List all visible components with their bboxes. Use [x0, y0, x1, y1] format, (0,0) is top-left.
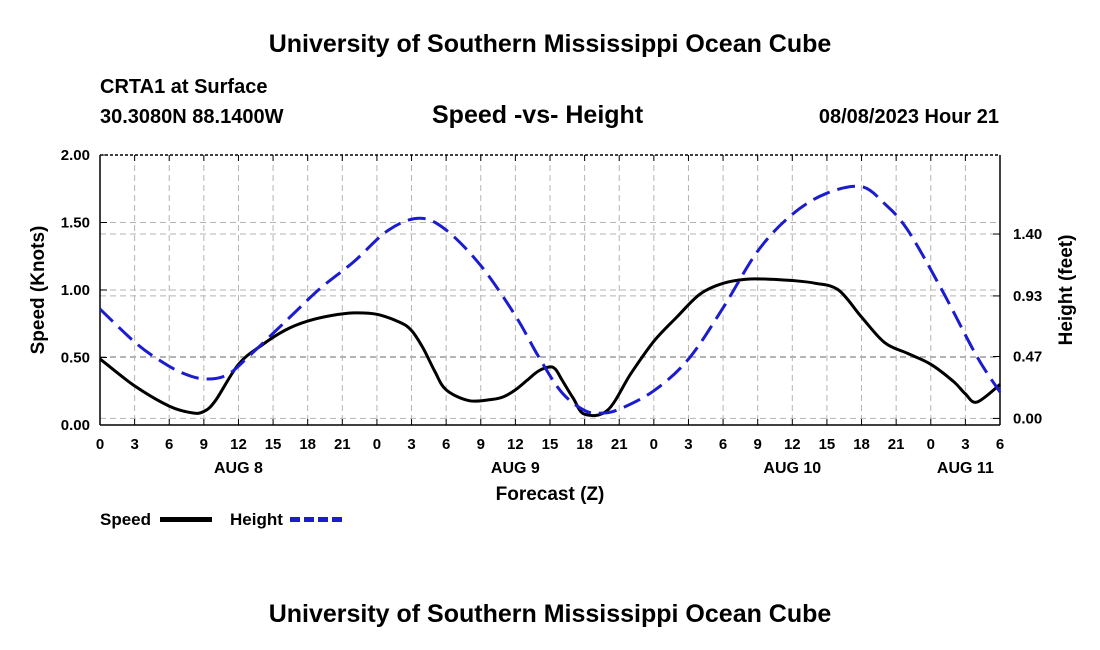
- x-tick-label: 6: [442, 436, 450, 453]
- x-tick-label: 21: [334, 436, 351, 453]
- x-tick-label: 18: [576, 436, 593, 453]
- x-tick-label: 0: [927, 436, 935, 453]
- legend-height-label: Height: [230, 510, 283, 529]
- date-label: AUG 10: [763, 460, 821, 477]
- y-tick-label-right: 0.93: [1013, 288, 1042, 305]
- x-tick-label: 15: [819, 436, 836, 453]
- x-tick-label: 3: [407, 436, 415, 453]
- x-tick-label: 6: [719, 436, 727, 453]
- y-tick-label-left: 2.00: [61, 147, 90, 164]
- x-tick-label: 12: [230, 436, 247, 453]
- y-axis-title-left: Speed (Knots): [28, 226, 49, 355]
- y-tick-label-left: 1.50: [61, 215, 90, 232]
- x-tick-label: 0: [650, 436, 658, 453]
- chart-subtitle: Speed -vs- Height: [432, 101, 644, 129]
- footer-title: University of Southern Mississippi Ocean…: [268, 600, 832, 628]
- y-tick-label-left: 0.00: [61, 417, 90, 434]
- x-tick-label: 6: [165, 436, 173, 453]
- date-label: AUG 11: [937, 460, 994, 477]
- forecast-datetime: 08/08/2023 Hour 21: [818, 106, 999, 128]
- y-axis-title-right: Height (feet): [1056, 235, 1077, 346]
- legend-speed-label: Speed: [100, 510, 152, 529]
- y-tick-label-left: 0.50: [61, 350, 90, 367]
- x-tick-label: 12: [784, 436, 801, 453]
- x-tick-label: 3: [684, 436, 692, 453]
- legend-height-swatch: [290, 517, 342, 522]
- x-tick-label: 12: [507, 436, 524, 453]
- x-tick-label: 3: [961, 436, 969, 453]
- x-tick-label: 0: [373, 436, 381, 453]
- x-tick-label: 9: [754, 436, 762, 453]
- station-coordinates: 30.3080N 88.1400W: [100, 106, 284, 128]
- x-tick-label: 15: [542, 436, 559, 453]
- x-tick-label: 9: [477, 436, 485, 453]
- x-tick-label: 15: [265, 436, 282, 453]
- y-tick-label-right: 0.00: [1013, 410, 1042, 427]
- station-label: CRTA1 at Surface: [100, 76, 268, 98]
- page-title: University of Southern Mississippi Ocean…: [268, 30, 832, 58]
- x-tick-label: 18: [299, 436, 316, 453]
- x-tick-label: 18: [853, 436, 870, 453]
- x-tick-label: 21: [888, 436, 905, 453]
- date-label: AUG 8: [214, 460, 263, 477]
- legend-speed-swatch: [160, 517, 212, 522]
- x-tick-label: 0: [96, 436, 104, 453]
- x-axis-title: Forecast (Z): [496, 484, 605, 505]
- date-label: AUG 9: [491, 460, 540, 477]
- x-tick-label: 9: [200, 436, 208, 453]
- x-tick-label: 3: [130, 436, 138, 453]
- x-tick-label: 6: [996, 436, 1004, 453]
- x-tick-label: 21: [611, 436, 628, 453]
- y-tick-label-left: 1.00: [61, 282, 90, 299]
- y-tick-label-right: 0.47: [1013, 349, 1042, 366]
- y-tick-label-right: 1.40: [1013, 226, 1042, 243]
